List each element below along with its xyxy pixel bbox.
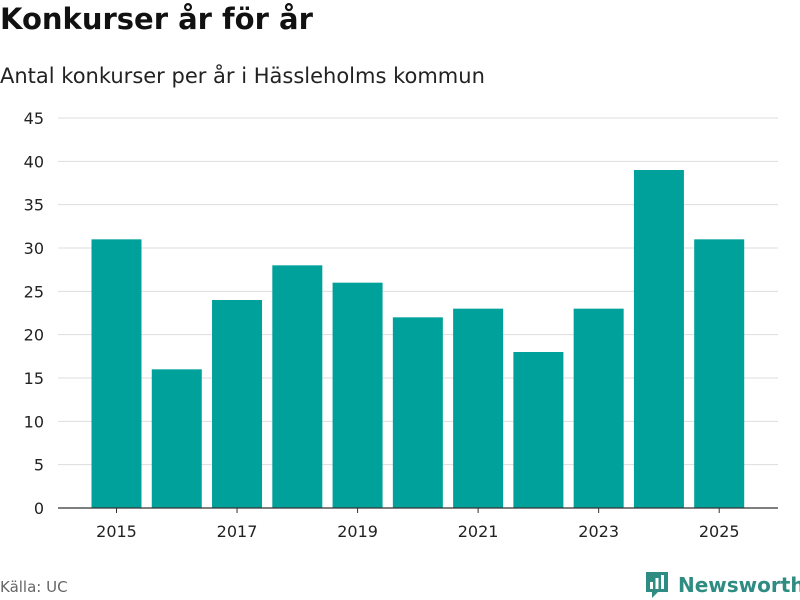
bar-2016[interactable] [151, 369, 202, 508]
source-note: Källa: UC [0, 578, 68, 596]
y-tick-label: 30 [24, 239, 44, 258]
newsworthy-logo-icon [646, 572, 668, 598]
bar-2021[interactable] [453, 308, 504, 508]
x-tick-label: 2019 [337, 522, 378, 541]
brand-logo[interactable]: Newsworthy [644, 570, 800, 600]
x-tick-label: 2023 [578, 522, 619, 541]
bar-2017[interactable] [212, 300, 263, 508]
bar-2019[interactable] [332, 282, 383, 508]
bar-2018[interactable] [272, 265, 323, 508]
y-tick-label: 35 [24, 196, 44, 215]
bar-2015[interactable] [91, 239, 142, 509]
bars [91, 170, 745, 509]
bar-2024[interactable] [633, 170, 684, 508]
y-tick-label: 45 [24, 109, 44, 128]
chart-title: Konkurser år för år [0, 2, 313, 36]
y-tick-label: 5 [34, 456, 44, 475]
x-tick-label: 2021 [458, 522, 499, 541]
y-tick-label: 10 [24, 412, 44, 431]
y-tick-label: 15 [24, 369, 44, 388]
bar-2022[interactable] [513, 352, 564, 508]
bar-2020[interactable] [392, 317, 443, 508]
bar-2023[interactable] [573, 308, 624, 508]
bar-2025[interactable] [694, 239, 745, 509]
x-tick-label: 2025 [699, 522, 740, 541]
x-tick-label: 2015 [96, 522, 137, 541]
brand-name: Newsworthy [678, 573, 800, 597]
y-tick-label: 20 [24, 326, 44, 345]
y-tick-label: 25 [24, 282, 44, 301]
y-tick-label: 0 [34, 499, 44, 518]
y-tick-label: 40 [24, 152, 44, 171]
x-tick-label: 2017 [217, 522, 258, 541]
chart-subtitle: Antal konkurser per år i Hässleholms kom… [0, 64, 485, 88]
